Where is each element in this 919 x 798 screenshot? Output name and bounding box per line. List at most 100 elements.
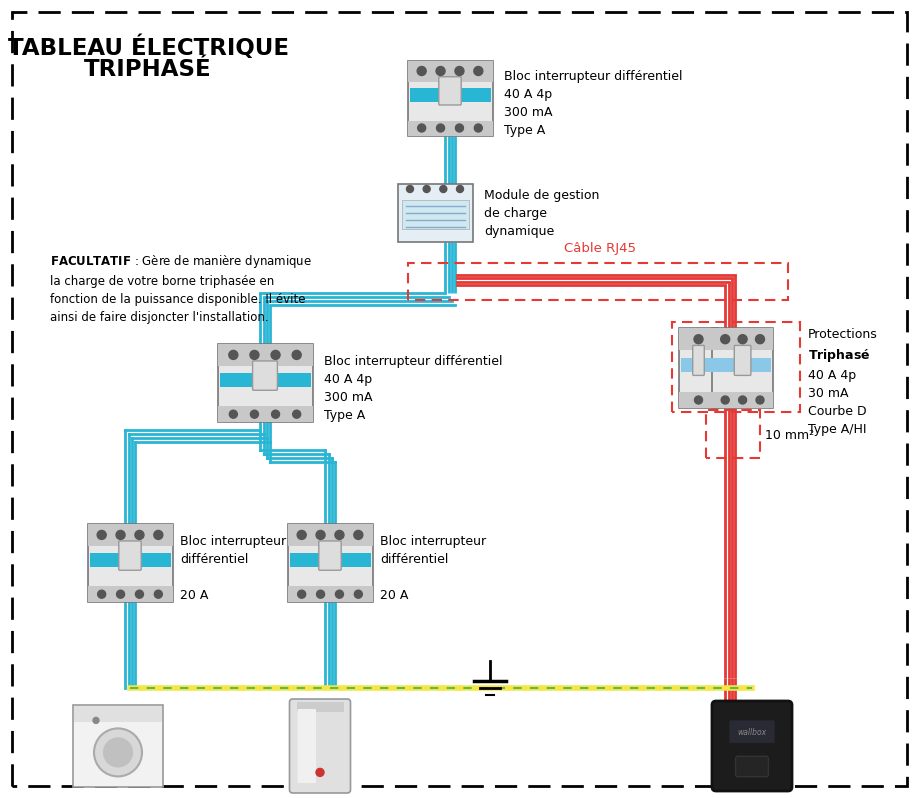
FancyBboxPatch shape bbox=[678, 392, 719, 408]
Circle shape bbox=[355, 591, 362, 598]
FancyBboxPatch shape bbox=[402, 200, 469, 228]
Text: Bloc interrupteur différentiel
40 A 4p
300 mA
Type A: Bloc interrupteur différentiel 40 A 4p 3… bbox=[324, 355, 503, 422]
Circle shape bbox=[695, 396, 702, 404]
Circle shape bbox=[474, 124, 482, 132]
FancyBboxPatch shape bbox=[87, 524, 173, 546]
Text: TRIPHASÉ: TRIPHASÉ bbox=[85, 58, 211, 81]
Circle shape bbox=[354, 531, 363, 539]
FancyBboxPatch shape bbox=[288, 587, 372, 602]
FancyBboxPatch shape bbox=[297, 702, 344, 712]
FancyBboxPatch shape bbox=[678, 328, 719, 408]
Circle shape bbox=[720, 334, 730, 344]
FancyBboxPatch shape bbox=[87, 524, 173, 602]
FancyBboxPatch shape bbox=[298, 709, 316, 783]
FancyBboxPatch shape bbox=[681, 358, 717, 372]
Text: Protections
$\bf{Triphasé}$
40 A 4p
30 mA
Courbe D
Type A/HI: Protections $\bf{Triphasé}$ 40 A 4p 30 m… bbox=[808, 328, 878, 436]
Circle shape bbox=[298, 591, 306, 598]
Circle shape bbox=[437, 124, 445, 132]
Circle shape bbox=[436, 66, 445, 76]
FancyBboxPatch shape bbox=[712, 701, 792, 791]
FancyBboxPatch shape bbox=[288, 524, 372, 602]
Circle shape bbox=[721, 396, 729, 404]
FancyBboxPatch shape bbox=[253, 361, 278, 390]
FancyBboxPatch shape bbox=[712, 328, 773, 350]
FancyBboxPatch shape bbox=[218, 406, 312, 422]
Text: Bloc interrupteur
différentiel

20 A: Bloc interrupteur différentiel 20 A bbox=[180, 535, 287, 602]
Circle shape bbox=[153, 531, 163, 539]
Circle shape bbox=[423, 185, 430, 192]
FancyBboxPatch shape bbox=[407, 61, 493, 81]
Circle shape bbox=[756, 396, 764, 404]
FancyBboxPatch shape bbox=[319, 541, 341, 571]
FancyBboxPatch shape bbox=[73, 705, 163, 787]
Circle shape bbox=[230, 410, 237, 418]
Circle shape bbox=[755, 334, 765, 344]
Text: TABLEAU ÉLECTRIQUE: TABLEAU ÉLECTRIQUE bbox=[7, 36, 289, 61]
FancyBboxPatch shape bbox=[119, 541, 142, 571]
FancyBboxPatch shape bbox=[678, 328, 719, 350]
Circle shape bbox=[474, 66, 482, 76]
FancyBboxPatch shape bbox=[712, 392, 773, 408]
FancyBboxPatch shape bbox=[735, 757, 768, 776]
Circle shape bbox=[271, 410, 279, 418]
Circle shape bbox=[229, 350, 238, 359]
Circle shape bbox=[335, 531, 344, 539]
Circle shape bbox=[335, 591, 344, 598]
Circle shape bbox=[116, 531, 125, 539]
Circle shape bbox=[694, 334, 703, 344]
FancyBboxPatch shape bbox=[288, 524, 372, 546]
FancyBboxPatch shape bbox=[218, 344, 312, 365]
Circle shape bbox=[271, 350, 280, 359]
Text: Bloc interrupteur
différentiel

20 A: Bloc interrupteur différentiel 20 A bbox=[380, 535, 487, 602]
Circle shape bbox=[417, 66, 426, 76]
Circle shape bbox=[417, 124, 425, 132]
Circle shape bbox=[154, 591, 163, 598]
FancyBboxPatch shape bbox=[714, 358, 771, 372]
Circle shape bbox=[440, 185, 447, 192]
Circle shape bbox=[316, 768, 324, 776]
Text: Câble RJ45: Câble RJ45 bbox=[564, 242, 636, 255]
Circle shape bbox=[93, 717, 99, 724]
Text: $\bf{FACULTATIF}$ : Gère de manière dynamique
la charge de votre borne triphasée: $\bf{FACULTATIF}$ : Gère de manière dyna… bbox=[50, 253, 312, 324]
FancyBboxPatch shape bbox=[730, 721, 775, 743]
FancyBboxPatch shape bbox=[438, 77, 461, 105]
FancyBboxPatch shape bbox=[220, 373, 311, 387]
Circle shape bbox=[316, 591, 324, 598]
FancyBboxPatch shape bbox=[218, 344, 312, 422]
Circle shape bbox=[739, 396, 746, 404]
Circle shape bbox=[457, 185, 463, 192]
FancyBboxPatch shape bbox=[74, 706, 162, 722]
Circle shape bbox=[135, 531, 144, 539]
FancyBboxPatch shape bbox=[289, 699, 350, 793]
Circle shape bbox=[297, 531, 306, 539]
Circle shape bbox=[250, 350, 259, 359]
Circle shape bbox=[97, 531, 107, 539]
FancyBboxPatch shape bbox=[693, 346, 704, 375]
Text: Module de gestion
de charge
dynamique: Module de gestion de charge dynamique bbox=[484, 189, 600, 238]
Circle shape bbox=[94, 729, 142, 776]
Circle shape bbox=[251, 410, 258, 418]
Circle shape bbox=[292, 410, 301, 418]
Circle shape bbox=[738, 334, 747, 344]
FancyBboxPatch shape bbox=[407, 120, 493, 136]
FancyBboxPatch shape bbox=[410, 89, 491, 102]
FancyBboxPatch shape bbox=[89, 553, 171, 567]
Circle shape bbox=[292, 350, 301, 359]
FancyBboxPatch shape bbox=[289, 553, 370, 567]
Circle shape bbox=[455, 66, 464, 76]
Text: 10 mm²: 10 mm² bbox=[765, 429, 814, 442]
FancyBboxPatch shape bbox=[87, 587, 173, 602]
FancyBboxPatch shape bbox=[712, 328, 773, 408]
Circle shape bbox=[406, 185, 414, 192]
FancyBboxPatch shape bbox=[407, 61, 493, 136]
FancyBboxPatch shape bbox=[398, 184, 472, 242]
Circle shape bbox=[135, 591, 143, 598]
Circle shape bbox=[456, 124, 463, 132]
Circle shape bbox=[117, 591, 125, 598]
Circle shape bbox=[97, 591, 106, 598]
FancyBboxPatch shape bbox=[734, 346, 751, 375]
Circle shape bbox=[316, 531, 325, 539]
Text: wallbox: wallbox bbox=[737, 728, 766, 737]
Circle shape bbox=[104, 738, 132, 767]
Text: Bloc interrupteur différentiel
40 A 4p
300 mA
Type A: Bloc interrupteur différentiel 40 A 4p 3… bbox=[505, 70, 683, 137]
